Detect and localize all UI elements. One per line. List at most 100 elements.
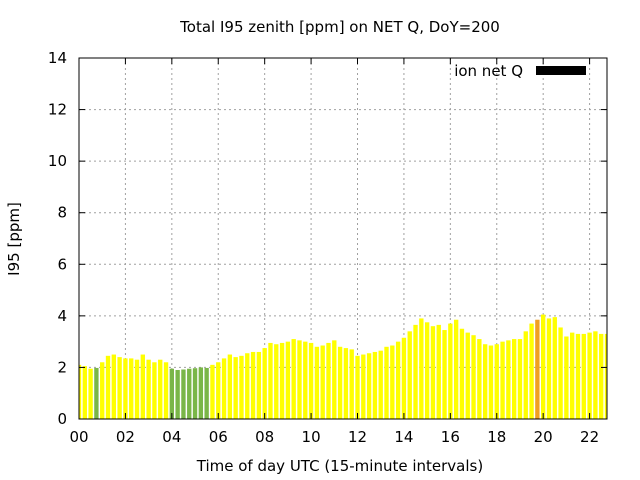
y-tick-label: 4 [57,307,67,325]
bar [291,339,296,419]
x-tick-label: 08 [255,428,274,446]
legend-label: ion net Q [454,62,523,80]
bar [210,364,215,419]
bar [378,350,383,419]
bar [233,357,238,419]
y-tick-label: 0 [57,410,67,428]
bar [436,324,441,419]
bar [599,333,604,419]
x-tick-label: 12 [348,428,367,446]
bar [384,346,389,419]
bars [79,314,607,419]
bar [268,342,273,419]
bar [88,368,93,419]
bar [604,333,607,419]
bar [158,359,163,419]
bar [117,357,122,419]
bar [105,355,111,419]
bar [575,333,581,419]
bar [413,324,418,419]
bar [221,358,227,419]
bar [94,367,99,419]
x-tick-label: 02 [116,428,135,446]
bar [175,370,180,419]
bar [511,339,517,419]
bar [465,332,470,419]
legend-swatch [536,66,586,75]
x-axis-label: Time of day UTC (15-minute intervals) [196,457,483,475]
bar [308,342,314,419]
bar [459,328,465,419]
bar [401,337,407,419]
bar [297,340,302,419]
bar [192,368,198,419]
bar [314,346,320,419]
bar [442,330,447,419]
bar [593,331,598,419]
bar [123,358,128,419]
y-axis-label: I95 [ppm] [5,202,23,276]
bar [552,317,557,419]
legend: ion net Q [454,62,586,80]
x-tick-label: 10 [302,428,321,446]
bar [361,354,366,419]
bar [570,332,575,419]
y-tick-label: 6 [57,255,67,273]
bar [140,354,145,419]
bar [274,344,279,419]
bar [523,331,528,419]
bar [169,368,175,419]
chart-title: Total I95 zenith [ppm] on NET Q, DoY=200 [179,18,500,36]
bar [529,323,534,419]
bar [326,342,331,419]
x-tick-label: 00 [69,428,88,446]
bar [587,332,592,419]
bar [163,362,169,419]
bar [430,326,436,419]
bar [477,339,482,419]
bar [482,344,488,419]
bar [448,323,453,419]
bar [558,327,563,419]
bar [343,348,349,419]
x-tick-label: 04 [162,428,181,446]
bar [198,367,204,419]
bar [372,351,378,419]
x-tick-label: 14 [394,428,413,446]
bar [216,362,221,419]
bar [245,353,250,419]
bar [320,345,325,419]
x-tick-label: 06 [209,428,228,446]
bar [453,319,459,419]
plot-frame [78,57,608,420]
bar [355,355,360,419]
bar [111,354,116,419]
x-tick-label: 16 [441,428,460,446]
bar [250,351,256,419]
bar [279,342,285,419]
bar [181,369,186,419]
bar [303,341,308,419]
bar [256,351,262,419]
bar [82,366,87,419]
x-tick-label: 22 [580,428,599,446]
bar [494,344,499,419]
y-tick-label: 10 [48,152,67,170]
bar [366,353,372,419]
bar [129,358,134,419]
bar [500,341,505,419]
bar [227,354,233,419]
bar [419,318,424,419]
bar [506,340,511,419]
bar [488,345,494,419]
bar [146,359,151,419]
bar [239,355,244,419]
bar [424,322,430,419]
y-tick-label: 14 [48,49,67,67]
x-tick-label: 20 [534,428,553,446]
bar [134,359,140,419]
bar [79,364,82,419]
bar [204,367,209,419]
